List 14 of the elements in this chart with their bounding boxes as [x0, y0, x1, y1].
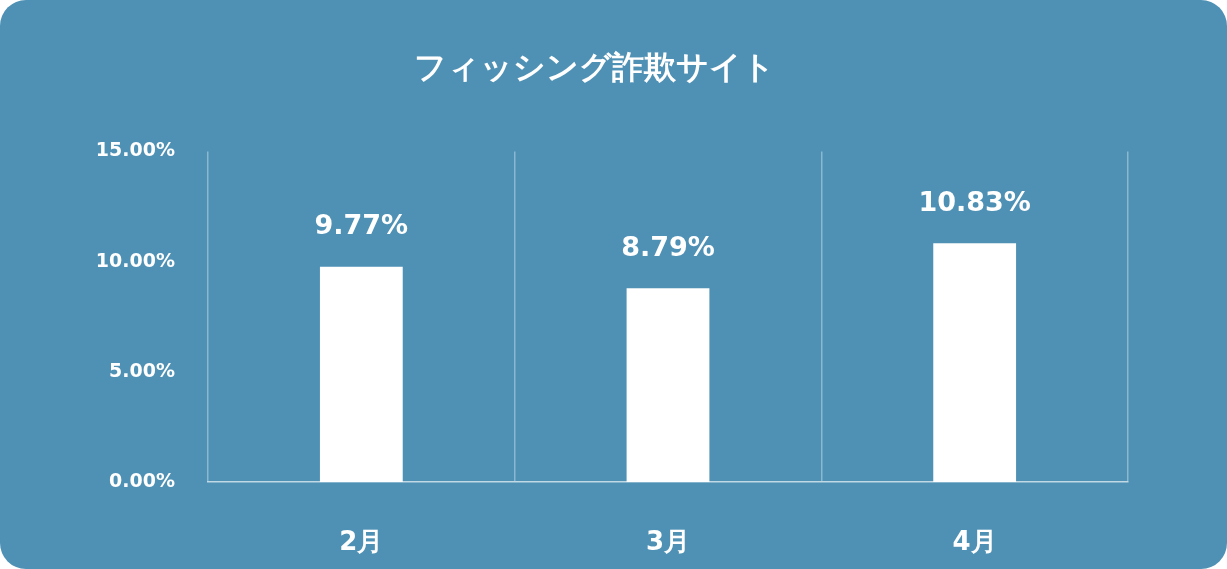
y-tick-label: 15.00% [95, 138, 175, 161]
data-label: 8.79% [621, 230, 715, 262]
x-tick-label: 3月 [645, 526, 691, 557]
y-tick-label: 10.00% [95, 248, 175, 271]
data-label: 10.83% [918, 185, 1031, 217]
x-tick-label: 2月 [339, 526, 384, 557]
bar [933, 243, 1017, 482]
y-tick-label: 0.00% [109, 468, 175, 491]
data-label: 9.77% [314, 209, 409, 241]
y-tick-label: 5.00% [109, 358, 175, 381]
bar [626, 288, 710, 482]
bar [319, 266, 403, 482]
chart-title: フィッシング詐欺サイト [413, 47, 775, 86]
x-tick-label: 4月 [952, 526, 997, 557]
